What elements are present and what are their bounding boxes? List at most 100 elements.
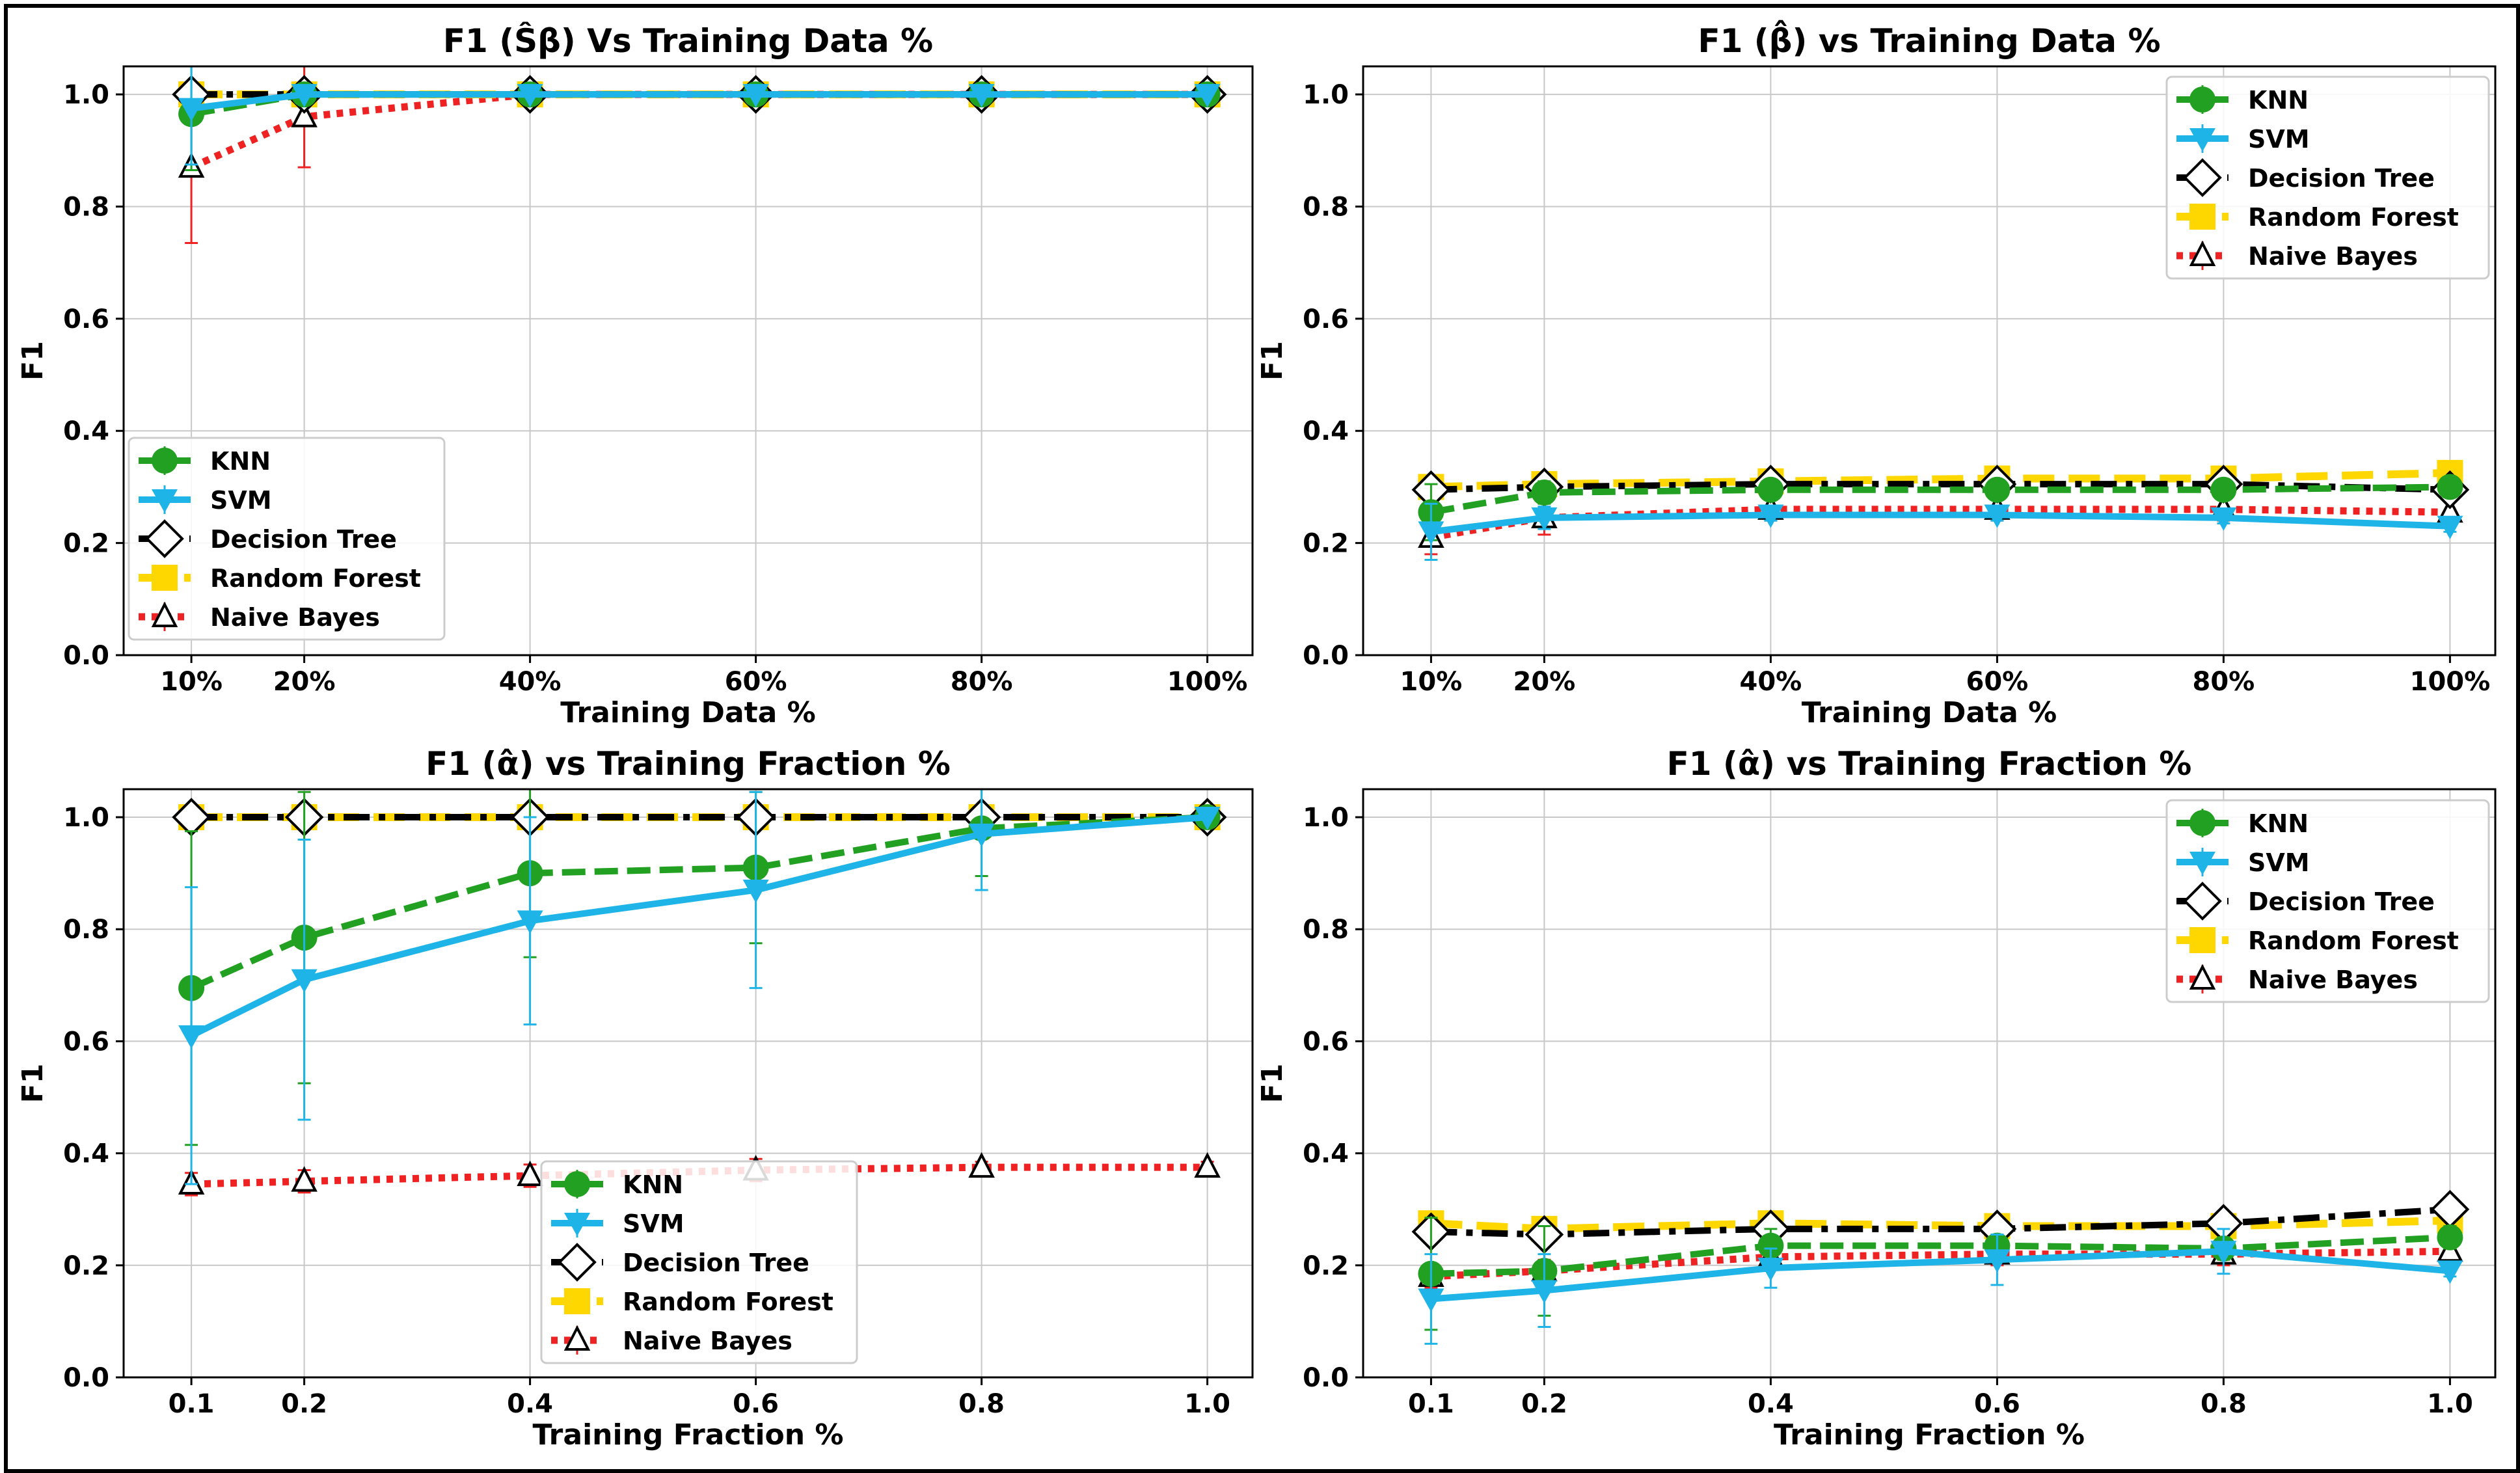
series-line-svm: [189, 814, 1208, 1039]
series-svm: [178, 65, 1221, 166]
x-tick-label: 100%: [2410, 667, 2491, 697]
legend-marker-naive-bayes: [151, 601, 178, 627]
x-axis-label: Training Data %: [1802, 696, 2057, 729]
x-tick-label: 80%: [2193, 667, 2255, 697]
legend-item-decision-tree: Decision Tree: [139, 519, 397, 558]
y-tick-label: 0.4: [1303, 416, 1349, 446]
x-tick-label: 100%: [1167, 667, 1248, 697]
legend-marker-decision-tree: [2183, 158, 2222, 197]
legend-item-decision-tree: Decision Tree: [551, 1243, 809, 1282]
x-tick-label: 60%: [725, 667, 787, 697]
point-svm: [1984, 504, 2011, 528]
x-tick-label: 0.6: [733, 1389, 779, 1419]
legend-label: KNN: [210, 447, 271, 476]
point-svm: [1194, 807, 1221, 831]
point-svm: [742, 879, 769, 903]
legend-box: [2165, 799, 2490, 1003]
legend-box: [2165, 75, 2490, 280]
legend: KNN SVM Decision Tree Random Forest Naive Ba…: [128, 437, 446, 641]
legend-item-random-forest: Random Forest: [2176, 203, 2459, 232]
y-tick-label: 1.0: [63, 803, 109, 833]
legend-marker-naive-bayes: [563, 1325, 591, 1351]
legend-marker-random-forest: [564, 1288, 590, 1314]
legend-marker-decision-tree: [2183, 882, 2222, 921]
axes-frame: [122, 65, 1254, 656]
point-svm: [1418, 1288, 1444, 1312]
point-svm: [1194, 84, 1221, 108]
y-tick-label: 0.4: [1303, 1139, 1349, 1169]
legend-label: KNN: [2248, 86, 2309, 115]
legend-marker-random-forest: [152, 565, 178, 591]
x-tick-label: 0.4: [1748, 1389, 1794, 1419]
x-tick-label: 20%: [273, 667, 336, 697]
series-knn: [1418, 474, 2463, 541]
legend-label: SVM: [210, 486, 272, 515]
legend-item-naive-bayes: Naive Bayes: [551, 1325, 793, 1355]
point-svm: [2437, 1260, 2463, 1284]
x-tick-label: 10%: [1400, 667, 1463, 697]
x-tick-label: 1.0: [1184, 1389, 1230, 1419]
y-tick-label: 0.2: [63, 1251, 109, 1281]
legend-label: KNN: [623, 1170, 683, 1199]
x-axis-label: Training Fraction %: [533, 1418, 844, 1452]
legend-label: Random Forest: [2248, 926, 2459, 955]
series-svm: [178, 788, 1221, 1185]
legend-label: Random Forest: [623, 1288, 833, 1316]
series-line-knn: [1431, 1234, 2450, 1277]
legend-item-knn: KNN: [2176, 85, 2309, 115]
x-tick-label: 40%: [1740, 667, 1802, 697]
legend-label: SVM: [623, 1209, 684, 1238]
point-svm: [742, 84, 769, 108]
legend-item-random-forest: Random Forest: [551, 1288, 833, 1316]
point-svm: [2210, 1241, 2237, 1265]
legend-item-knn: KNN: [139, 446, 271, 476]
point-svm: [1531, 1280, 1558, 1304]
axes-frame: [1362, 788, 2497, 1379]
x-tick-label: 1.0: [2427, 1389, 2473, 1419]
legend-item-naive-bayes: Naive Bayes: [139, 601, 380, 632]
point-svm: [517, 910, 543, 934]
legend-marker-svm: [564, 1213, 590, 1236]
series-line-decision-tree: [1431, 481, 2450, 493]
legend-label: KNN: [2248, 809, 2309, 838]
legend-marker-decision-tree: [145, 519, 184, 558]
legend-item-random-forest: Random Forest: [2176, 926, 2459, 955]
point-svm: [1531, 507, 1558, 531]
legend-label: Decision Tree: [2248, 887, 2435, 916]
y-tick-label: 0.6: [1303, 304, 1349, 334]
point-svm: [291, 84, 318, 108]
legend: KNN SVM Decision Tree Random Forest Naive Ba…: [2165, 75, 2490, 280]
legend-marker-knn: [564, 1171, 590, 1197]
point-svm: [1757, 504, 1784, 528]
y-tick-label: 0.8: [1303, 915, 1349, 945]
y-tick-label: 0.2: [1303, 529, 1349, 559]
point-knn: [1531, 480, 1558, 506]
point-svm: [2437, 515, 2463, 539]
x-tick-label: 0.1: [1408, 1389, 1454, 1419]
legend-label: Naive Bayes: [2248, 966, 2418, 994]
legend-marker-svm: [2189, 852, 2215, 875]
point-svm: [178, 98, 205, 122]
legend-item-svm: SVM: [139, 485, 272, 515]
legend-label: SVM: [2248, 848, 2310, 877]
legend-item-naive-bayes: Naive Bayes: [2176, 240, 2418, 271]
chart-title: F1 (β̂) vs Training Data %: [1698, 20, 2160, 60]
y-tick-label: 0.4: [63, 1139, 109, 1169]
y-tick-label: 0.6: [63, 1027, 109, 1057]
series-svm: [1418, 502, 2463, 561]
point-naive-bayes: [1194, 1152, 1221, 1178]
series-line-naive-bayes: [191, 1163, 1208, 1188]
y-tick-label: 1.0: [1303, 803, 1349, 833]
y-axis-label: F1: [1256, 341, 1289, 381]
legend-label: Decision Tree: [623, 1249, 809, 1277]
x-tick-label: 0.8: [958, 1389, 1005, 1419]
legend-marker-decision-tree: [558, 1243, 597, 1282]
y-tick-label: 0.6: [63, 304, 109, 334]
chart-panel-1: 10% 20% 40% 60% 80% 100% 0.0 0.2 0.4 0.6 0.8 1.0 F1 …: [16, 21, 1254, 729]
legend-item-random-forest: Random Forest: [139, 564, 421, 593]
chart-title: F1 (α̂̂) vs Training Fraction %: [426, 745, 951, 783]
legend-marker-knn: [152, 448, 178, 474]
point-svm: [291, 969, 318, 993]
chart-title: F1 (α̂) vs Training Fraction %: [1667, 745, 2192, 783]
